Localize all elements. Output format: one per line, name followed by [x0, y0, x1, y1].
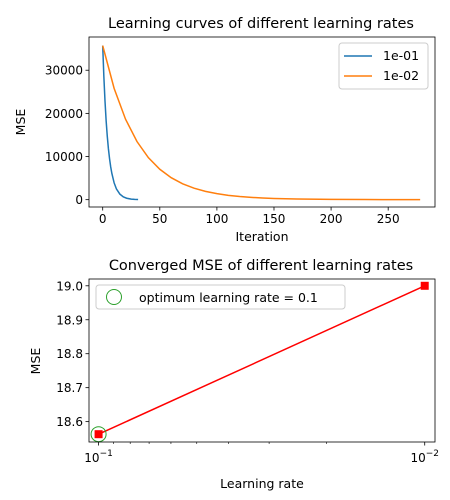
x-tick-label: 10−1 [84, 449, 113, 465]
x-tick-label: 0 [99, 212, 107, 226]
y-tick-label: 18.9 [56, 313, 83, 327]
series-line-1e-01 [101, 45, 139, 201]
chart-1-plot-area [101, 45, 421, 201]
x-tick-label: 100 [205, 212, 228, 226]
chart-1-y-ticks: 0 10000 20000 30000 [45, 64, 89, 207]
x-tick-label: 250 [377, 212, 400, 226]
chart-2-y-ticks: 18.6 18.7 18.8 18.9 19.0 [56, 279, 89, 429]
mse-point-marker [94, 430, 103, 439]
chart-2-title: Converged MSE of different learning rate… [109, 258, 413, 274]
y-tick-label: 18.8 [56, 347, 83, 361]
chart-2-x-axis-label: Learning rate [220, 476, 304, 491]
chart-2-legend-box [95, 284, 346, 310]
chart-1-legend: 1e-01 1e-02 [338, 42, 429, 90]
chart-learning-curves: Learning curves of different learning ra… [13, 16, 436, 244]
y-tick-label: 10000 [45, 150, 83, 164]
chart-1-legend-box [338, 42, 429, 90]
legend-optimum-marker [106, 289, 122, 305]
legend-label-1e-02: 1e-02 [383, 68, 419, 83]
chart-1-x-ticks: 0 50 100 150 200 250 [99, 207, 400, 226]
chart-1-axes-frame [88, 36, 436, 208]
y-tick-label: 30000 [45, 64, 83, 78]
x-tick-label: 150 [263, 212, 286, 226]
chart-1-x-axis-label: Iteration [235, 229, 288, 244]
mse-point-marker [420, 281, 429, 290]
legend-label-optimum: optimum learning rate = 0.1 [139, 290, 318, 305]
chart-1-title: Learning curves of different learning ra… [108, 16, 414, 32]
x-tick-label: 200 [320, 212, 343, 226]
chart-2-y-axis-label: MSE [28, 348, 43, 375]
chart-1-y-axis-label: MSE [13, 109, 28, 136]
y-tick-label: 20000 [45, 107, 83, 121]
chart-2-legend: optimum learning rate = 0.1 [95, 284, 346, 310]
legend-label-1e-01: 1e-01 [383, 48, 419, 63]
mse-line [98, 285, 426, 435]
x-tick-label: 50 [152, 212, 167, 226]
y-tick-label: 0 [75, 193, 83, 207]
y-tick-label: 18.7 [56, 381, 83, 395]
series-line-1e-02 [101, 45, 421, 201]
x-tick-label: 10−2 [410, 449, 439, 465]
y-tick-label: 19.0 [56, 279, 83, 293]
chart-2-axes-frame [88, 278, 436, 443]
chart-2-x-ticks: 10−1 10−2 [84, 442, 439, 465]
chart-converged-mse: Converged MSE of different learning rate… [28, 258, 439, 491]
y-tick-label: 18.6 [56, 415, 83, 429]
